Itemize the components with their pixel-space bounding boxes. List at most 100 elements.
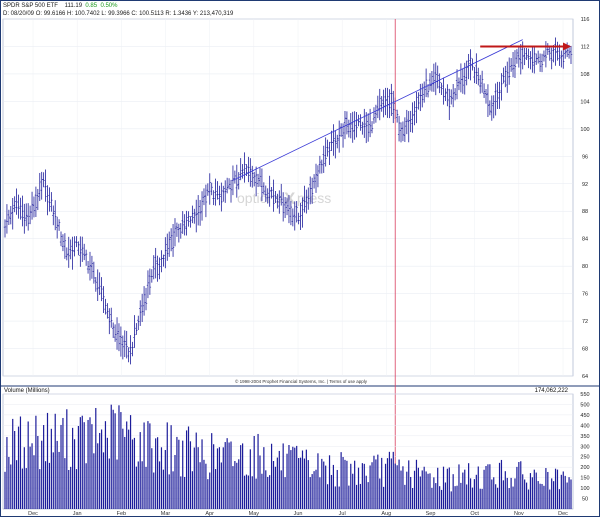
- ohlc-bar: [455, 69, 459, 100]
- ohlc-bar: [167, 231, 171, 257]
- ohlc-bar: [488, 100, 492, 116]
- volume-bar: [357, 467, 360, 509]
- volume-bar: [556, 469, 559, 509]
- volume-bar: [247, 475, 249, 509]
- ohlc-bar: [560, 50, 563, 68]
- volume-bar: [562, 471, 564, 509]
- price-tick-label: 112: [581, 44, 590, 50]
- ohlc-bar: [482, 83, 486, 98]
- ohlc-bar: [550, 47, 553, 70]
- ohlc-bar: [204, 184, 208, 218]
- ohlc-bar: [363, 108, 366, 138]
- ohlc-bar: [175, 222, 179, 237]
- volume-tick-label: 400: [580, 423, 589, 429]
- ohlc-bar: [531, 45, 534, 73]
- volume-bar: [253, 435, 255, 509]
- ohlc-bar: [295, 201, 298, 223]
- ohlc-bar: [365, 112, 368, 144]
- volume-bar: [267, 476, 269, 509]
- ohlc-readout: D: 08/20/09 O: 99.6166 H: 100.7402 L: 99…: [3, 11, 234, 17]
- price-tick-label: 88: [582, 209, 588, 215]
- x-tick-label: Jul: [339, 511, 346, 517]
- ohlc-bar: [457, 77, 461, 91]
- volume-bar: [365, 475, 367, 509]
- ohlc-bar: [322, 145, 325, 173]
- ohlc-bar: [183, 214, 186, 236]
- ohlc-bar: [390, 83, 393, 116]
- ohlc-bar: [181, 211, 184, 234]
- volume-bar: [481, 488, 483, 509]
- ohlc-bar: [67, 236, 70, 268]
- volume-bar: [259, 455, 261, 509]
- watermark-options: options: [237, 190, 282, 206]
- watermark-x: X: [284, 189, 296, 208]
- volume-bar: [209, 472, 211, 509]
- volume-bar: [296, 445, 298, 509]
- volume-bar: [205, 463, 207, 509]
- ohlc-bar: [63, 233, 67, 259]
- ohlc-bar: [119, 326, 123, 357]
- ohlc-bar: [548, 46, 551, 61]
- volume-bar: [377, 454, 379, 509]
- ohlc-bar: [185, 210, 188, 236]
- ohlc-bar: [523, 47, 526, 66]
- volume-bar: [27, 421, 29, 509]
- ohlc-bar: [84, 249, 88, 266]
- volume-bar: [568, 477, 570, 509]
- ohlc-bar: [544, 41, 548, 68]
- copyright-note: © 1998-2004 Prophet Financial Systems, I…: [235, 378, 368, 384]
- volume-bar: [100, 429, 103, 509]
- ohlc-bar: [139, 300, 142, 326]
- volume-bar: [15, 460, 18, 509]
- ohlc-bar: [191, 205, 194, 224]
- volume-bar: [280, 470, 282, 509]
- volume-bar: [126, 421, 128, 509]
- ohlc-bar: [337, 120, 341, 153]
- volume-bar: [164, 450, 166, 509]
- volume-bar: [131, 439, 134, 509]
- volume-bar: [452, 474, 454, 509]
- volume-bar: [197, 447, 199, 509]
- volume-bar: [284, 477, 286, 509]
- volume-bar: [73, 439, 76, 509]
- volume-bar: [81, 415, 83, 509]
- volume-bar: [317, 453, 319, 509]
- ohlc-bar: [73, 236, 76, 257]
- volume-bar: [234, 461, 236, 509]
- ohlc-bar: [42, 172, 45, 188]
- ohlc-bar: [30, 191, 34, 220]
- ohlc-bar: [475, 53, 478, 84]
- volume-bar: [153, 472, 155, 509]
- ohlc-bar: [90, 255, 94, 279]
- volume-bar: [189, 441, 192, 509]
- volume-bar: [185, 430, 188, 509]
- ohlc-bar: [206, 183, 210, 196]
- ohlc-bar: [438, 73, 441, 94]
- volume-bar: [361, 463, 363, 509]
- trendline: [232, 39, 523, 181]
- volume-bar: [257, 433, 259, 509]
- ohlc-bar: [484, 88, 488, 104]
- volume-bar: [29, 446, 31, 509]
- price-tick-label: 96: [582, 154, 588, 160]
- volume-bar: [70, 466, 72, 509]
- ohlc-bar: [413, 101, 416, 126]
- volume-bar: [498, 462, 501, 509]
- volume-tick-label: 250: [580, 455, 589, 461]
- ohlc-bar: [177, 223, 181, 243]
- ohlc-bar: [123, 330, 126, 358]
- ohlc-bar: [330, 130, 333, 151]
- ohlc-bar: [280, 183, 283, 206]
- ohlc-bar: [210, 182, 213, 196]
- ohlc-bar: [65, 247, 69, 261]
- ohlc-bar: [28, 205, 32, 225]
- ohlc-bar: [200, 191, 204, 221]
- ohlc-bar: [297, 212, 300, 225]
- ohlc-bar: [515, 49, 519, 64]
- price-tick-label: 84: [582, 237, 588, 243]
- ohlc-bar: [38, 172, 41, 202]
- ohlc-bar: [55, 216, 59, 239]
- volume-bar: [151, 448, 153, 509]
- volume-bar: [60, 424, 62, 509]
- volume-bar: [427, 473, 429, 509]
